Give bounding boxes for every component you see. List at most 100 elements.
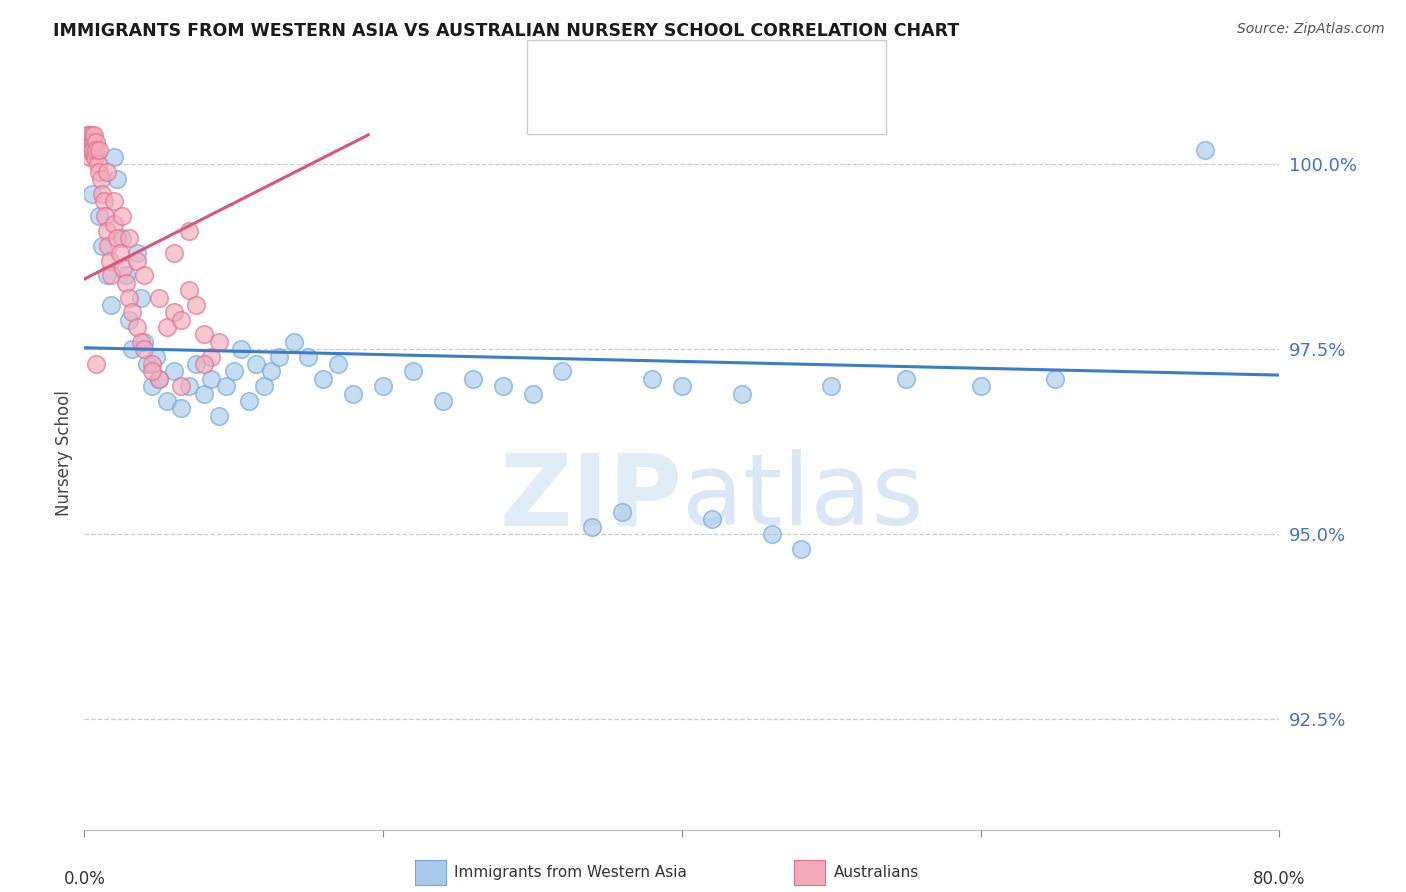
Point xyxy=(148,372,170,386)
Point xyxy=(141,357,163,371)
Point xyxy=(96,165,118,179)
Point xyxy=(93,194,115,209)
Point xyxy=(125,246,148,260)
Text: Immigrants from Western Asia: Immigrants from Western Asia xyxy=(454,865,688,880)
Point xyxy=(461,372,484,386)
Point xyxy=(121,305,143,319)
Point xyxy=(82,136,104,150)
Point xyxy=(103,194,125,209)
Point xyxy=(170,401,193,416)
Point xyxy=(132,268,156,283)
Point xyxy=(492,379,515,393)
Point xyxy=(125,320,148,334)
Point xyxy=(80,143,103,157)
Point xyxy=(94,209,117,223)
Point xyxy=(155,394,177,409)
Point xyxy=(177,379,200,393)
Point xyxy=(253,379,276,393)
Point xyxy=(186,298,208,312)
Point xyxy=(75,136,97,150)
Text: 0.0%: 0.0% xyxy=(63,871,105,888)
Point xyxy=(155,320,177,334)
Point xyxy=(103,150,125,164)
Point xyxy=(200,350,222,364)
Y-axis label: Nursery School: Nursery School xyxy=(55,390,73,516)
Point xyxy=(215,379,238,393)
Point xyxy=(641,372,664,386)
Point xyxy=(432,394,454,409)
Point xyxy=(612,505,634,519)
Point xyxy=(148,291,170,305)
Point xyxy=(283,334,305,349)
Point xyxy=(267,350,290,364)
Point xyxy=(141,364,163,378)
Point xyxy=(163,246,186,260)
Point xyxy=(551,364,574,378)
Point xyxy=(170,312,193,326)
Point xyxy=(129,334,152,349)
Point xyxy=(86,143,108,157)
Text: Australians: Australians xyxy=(834,865,920,880)
Point xyxy=(132,334,156,349)
Point xyxy=(96,268,118,283)
Point xyxy=(193,386,215,401)
Point xyxy=(105,172,128,186)
Point xyxy=(86,357,108,371)
Point xyxy=(894,372,917,386)
Point xyxy=(231,343,253,357)
Point xyxy=(100,268,122,283)
Point xyxy=(761,527,783,541)
Point xyxy=(103,217,125,231)
Point xyxy=(1194,143,1216,157)
Point xyxy=(97,239,120,253)
Point xyxy=(193,357,215,371)
Point xyxy=(118,231,141,245)
Point xyxy=(170,379,193,393)
Point xyxy=(111,209,134,223)
Point xyxy=(96,224,118,238)
Point xyxy=(79,136,101,150)
Point xyxy=(100,298,122,312)
Point xyxy=(200,372,222,386)
Text: ZIP: ZIP xyxy=(499,450,682,547)
Point xyxy=(193,327,215,342)
Point xyxy=(125,253,148,268)
Point xyxy=(297,350,319,364)
Point xyxy=(581,519,603,533)
Point xyxy=(105,231,128,245)
Point xyxy=(89,143,111,157)
Point xyxy=(76,128,98,142)
Point xyxy=(90,172,112,186)
Point xyxy=(79,150,101,164)
Text: R = -0.039    N = 60: R = -0.039 N = 60 xyxy=(588,60,786,79)
Point xyxy=(118,312,141,326)
Text: atlas: atlas xyxy=(682,450,924,547)
Point xyxy=(373,379,395,393)
Point xyxy=(110,246,132,260)
Point xyxy=(87,157,110,171)
Point xyxy=(820,379,842,393)
Text: Source: ZipAtlas.com: Source: ZipAtlas.com xyxy=(1237,22,1385,37)
Point xyxy=(342,386,364,401)
Point xyxy=(245,357,267,371)
Point xyxy=(112,260,135,275)
Point xyxy=(312,372,335,386)
Point xyxy=(731,386,754,401)
Point xyxy=(76,143,98,157)
Point xyxy=(132,343,156,357)
Text: IMMIGRANTS FROM WESTERN ASIA VS AUSTRALIAN NURSERY SCHOOL CORRELATION CHART: IMMIGRANTS FROM WESTERN ASIA VS AUSTRALI… xyxy=(53,22,960,40)
Point xyxy=(77,128,100,142)
Point xyxy=(115,268,138,283)
Point xyxy=(111,231,134,245)
Point xyxy=(700,512,723,526)
Text: 80.0%: 80.0% xyxy=(1253,871,1306,888)
Point xyxy=(141,379,163,393)
Point xyxy=(790,541,813,556)
Point xyxy=(83,150,105,164)
Point xyxy=(77,136,100,150)
Point xyxy=(91,239,114,253)
Point xyxy=(1045,372,1067,386)
Point xyxy=(89,209,111,223)
Point xyxy=(115,276,138,290)
Point xyxy=(118,291,141,305)
